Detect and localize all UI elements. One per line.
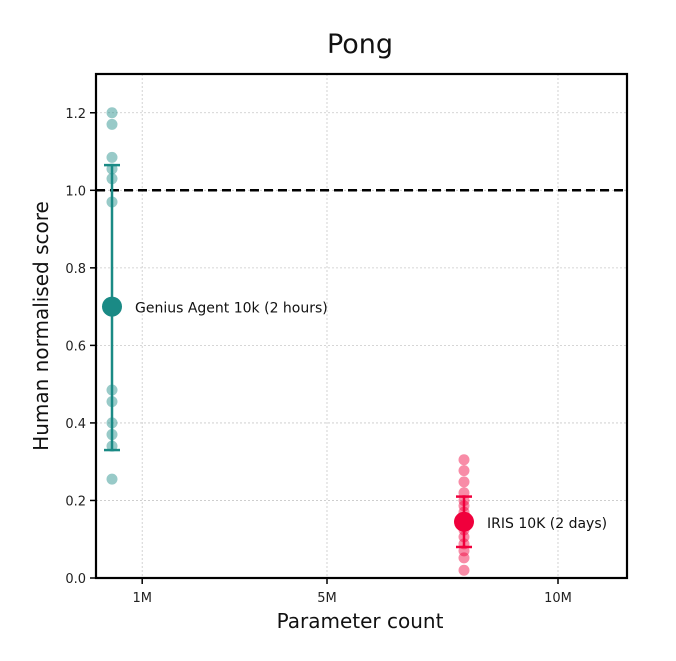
- run-point: [106, 118, 118, 130]
- x-axis-ticks: 1M 5M 10M: [132, 578, 572, 606]
- run-point: [458, 454, 470, 466]
- y-tick-label: 0.4: [65, 417, 86, 432]
- run-point: [106, 473, 118, 485]
- mean-point: [454, 511, 474, 532]
- chart-title: Pong: [327, 29, 393, 60]
- run-point: [458, 476, 470, 488]
- series-annotation: IRIS 10K (2 days): [487, 516, 607, 532]
- data-series: Genius Agent 10k (2 hours) IRIS 10K (2 da…: [102, 107, 607, 576]
- mean-point: [102, 296, 122, 317]
- series-genius-agent: Genius Agent 10k (2 hours): [102, 107, 328, 485]
- grid-lines: [96, 74, 627, 579]
- x-axis-label: Parameter count: [277, 609, 444, 633]
- series-iris: IRIS 10K (2 days): [454, 454, 607, 576]
- run-point: [106, 151, 118, 163]
- y-axis-ticks: 0.0 0.2 0.4 0.6 0.8 1.0 1.2: [65, 107, 96, 587]
- run-point: [458, 564, 470, 576]
- y-axis-label: Human normalised score: [29, 201, 53, 451]
- x-tick-label: 10M: [544, 591, 572, 606]
- series-annotation: Genius Agent 10k (2 hours): [135, 301, 328, 317]
- y-tick-label: 1.2: [65, 107, 86, 122]
- y-tick-label: 1.0: [65, 184, 86, 199]
- y-tick-label: 0.2: [65, 494, 86, 509]
- run-point: [106, 107, 118, 119]
- y-tick-label: 0.8: [65, 262, 86, 277]
- y-tick-label: 0.0: [65, 572, 86, 587]
- x-tick-label: 1M: [132, 591, 152, 606]
- y-tick-label: 0.6: [65, 339, 86, 354]
- plot-frame: [94, 72, 629, 580]
- x-tick-label: 5M: [317, 591, 337, 606]
- run-point: [458, 465, 470, 477]
- run-point: [458, 552, 470, 564]
